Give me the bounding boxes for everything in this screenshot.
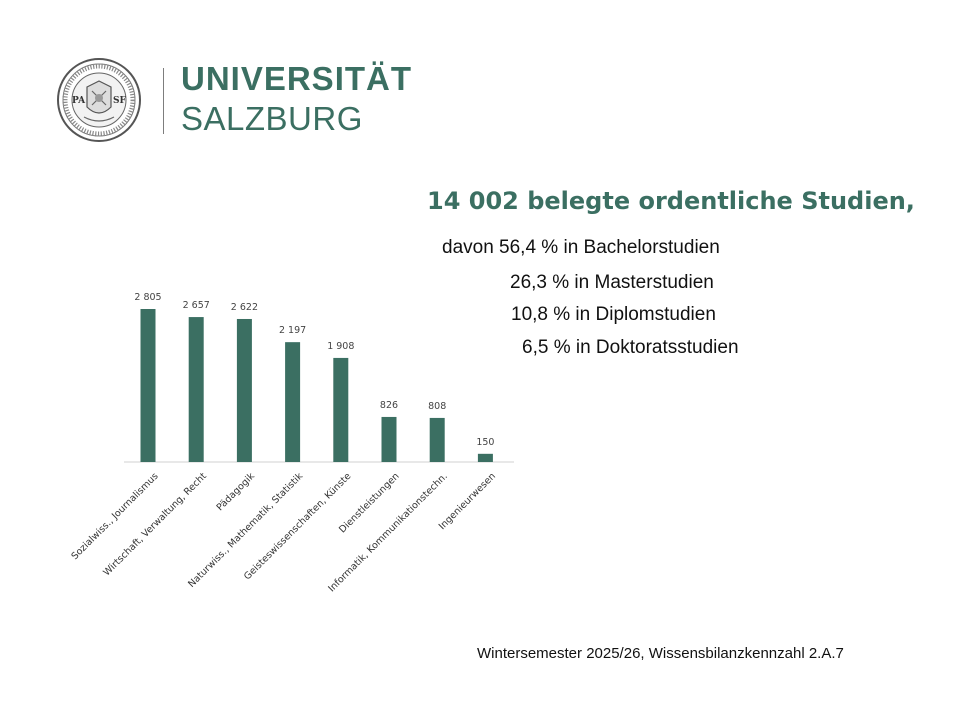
logo-text-universitaet: UNIVERSITÄT: [181, 60, 413, 97]
logo-text-salzburg: SALZBURG: [181, 100, 363, 137]
bar-value-label-2: 2 622: [231, 302, 258, 313]
seal-right-letters: SF: [113, 96, 126, 106]
headline: 14 002 belegte ordentliche Studien,: [427, 187, 915, 215]
bar-1: [188, 317, 204, 462]
bar-value-label-0: 2 805: [134, 292, 161, 303]
bar-5: [381, 416, 397, 462]
category-label-1: Wirtschaft, Verwaltung, Recht: [101, 471, 209, 579]
seal-left-letters: PA: [72, 96, 86, 106]
bar-4: [333, 357, 349, 462]
university-seal-logo: PA SF: [57, 58, 141, 142]
stat-master: 26,3 % in Masterstudien: [510, 272, 714, 293]
bar-value-label-3: 2 197: [279, 325, 306, 336]
footnote-source: Wintersemester 2025/26, Wissensbilanzken…: [477, 645, 844, 662]
bar-2: [236, 318, 252, 462]
stat-diplom: 10,8 % in Diplomstudien: [511, 304, 716, 325]
bar-value-label-6: 808: [428, 401, 446, 412]
bar-7: [477, 453, 493, 462]
bar-3: [285, 342, 301, 462]
category-label-2: Pädagogik: [215, 471, 258, 514]
bar-6: [429, 417, 445, 462]
bar-0: [140, 309, 156, 462]
logo-divider: [163, 68, 164, 134]
bar-value-label-7: 150: [476, 437, 494, 448]
stat-bachelor: davon 56,4 % in Bachelorstudien: [442, 237, 720, 258]
bar-value-label-1: 2 657: [183, 300, 210, 311]
bar-value-label-5: 826: [380, 400, 398, 411]
bar-value-label-4: 1 908: [327, 341, 354, 352]
category-label-0: Sozialwiss., Journalismus: [69, 471, 160, 562]
stat-doktorat: 6,5 % in Doktoratsstudien: [522, 337, 739, 358]
